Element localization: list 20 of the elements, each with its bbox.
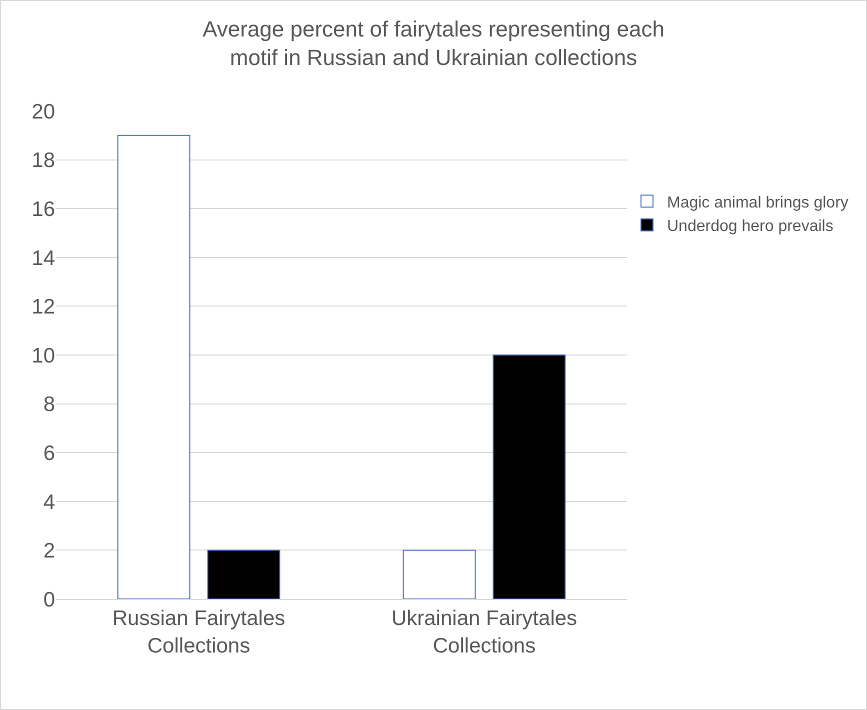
y-tick-label: 14 — [32, 246, 56, 270]
bar — [492, 354, 566, 599]
x-tick-label: Ukrainian Fairytales Collections — [391, 607, 578, 658]
y-tick-label: 16 — [32, 198, 55, 221]
x-tick-label: Russian Fairytales Collections — [112, 607, 286, 658]
y-tick-label: 2 — [43, 540, 55, 563]
legend-label: Underdog hero prevails — [667, 218, 834, 236]
chart-title: Average percent of fairytales representing each motif in Russian and Ukrainian collections — [202, 16, 664, 70]
y-tick-label: 6 — [43, 442, 55, 465]
y-tick-label: 0 — [43, 588, 55, 612]
bar — [402, 550, 476, 599]
bar — [117, 134, 190, 599]
legend-label: Magic animal brings glory — [667, 194, 848, 212]
y-tick-label: 12 — [32, 296, 55, 319]
y-tick-label: 4 — [43, 490, 56, 514]
y-tick-label: 20 — [32, 100, 55, 124]
y-tick-label: 10 — [32, 344, 55, 368]
y-tick-label: 8 — [43, 393, 55, 416]
y-tick-label: 18 — [32, 149, 55, 172]
bar — [207, 550, 280, 599]
